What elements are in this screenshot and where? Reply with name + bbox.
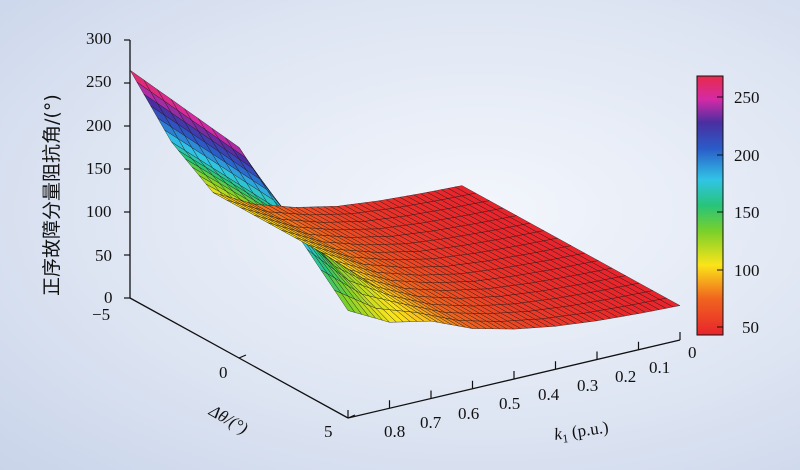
x-tick-0.7: 0.7 <box>420 413 442 432</box>
y-tick-mark <box>238 354 247 359</box>
z-tick-0: 0 <box>104 288 113 307</box>
colorbar-tick-100: 100 <box>734 261 760 280</box>
x-axis-label-unit: (p.u.) <box>566 418 609 443</box>
z-tick-labels: 300 250 200 150 100 50 0 −5 <box>86 29 113 324</box>
z-tick-100: 100 <box>86 202 112 221</box>
surface-cell <box>454 185 477 195</box>
x-tick-0.8: 0.8 <box>384 422 405 441</box>
y-axis-label: Δθ/(°) <box>205 401 251 439</box>
colorbar <box>696 75 724 336</box>
z-tick-250: 250 <box>86 72 112 91</box>
colorbar-tick-250: 250 <box>734 88 760 107</box>
x-tick-0.2: 0.2 <box>615 367 636 386</box>
x-tick-0.4: 0.4 <box>538 385 560 404</box>
x-axis-label-k: k <box>553 424 564 444</box>
z-tick-150: 150 <box>86 159 112 178</box>
x-tick-0: 0 <box>688 343 697 362</box>
z-tick-minus5: −5 <box>92 305 110 324</box>
colorbar-ticks <box>717 96 723 328</box>
y-tick-labels: 0 5 <box>219 363 333 441</box>
z-tick-300: 300 <box>86 29 112 48</box>
x-axis-label-sub: 1 <box>561 431 569 446</box>
y-tick-mark <box>347 414 356 419</box>
x-tick-0.6: 0.6 <box>458 404 479 423</box>
z-axis-label: 正序故障分量阻抗角/(°) <box>41 94 63 296</box>
colorbar-tick-labels: 250 200 150 100 50 <box>734 88 760 337</box>
z-tick-50: 50 <box>95 246 112 265</box>
z-tick-200: 200 <box>86 116 112 135</box>
y-tick-5: 5 <box>324 422 333 441</box>
x-tick-0.3: 0.3 <box>577 376 598 395</box>
x-axis-label: k1 (p.u.) <box>553 418 610 447</box>
x-tick-0.1: 0.1 <box>649 358 670 377</box>
y-tick-0: 0 <box>219 363 228 382</box>
colorbar-tick-200: 200 <box>734 146 760 165</box>
x-tick-0.5: 0.5 <box>499 394 520 413</box>
surface-mesh <box>129 69 681 330</box>
x-tick-labels: 0.8 0.7 0.6 0.5 0.4 0.3 0.2 0.1 0 <box>384 343 697 441</box>
colorbar-tick-150: 150 <box>734 203 760 222</box>
colorbar-tick-50: 50 <box>742 318 759 337</box>
tick-marks <box>124 39 681 419</box>
